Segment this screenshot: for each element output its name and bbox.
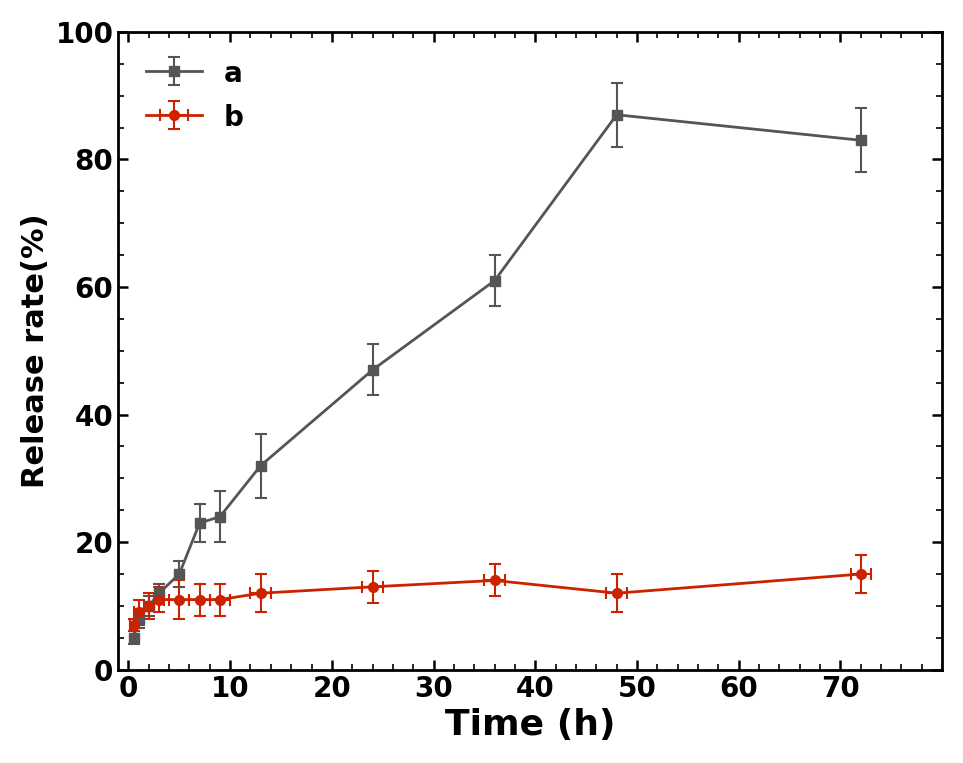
Legend: a, b: a, b [132, 46, 257, 146]
Y-axis label: Release rate(%): Release rate(%) [21, 214, 50, 488]
X-axis label: Time (h): Time (h) [445, 708, 615, 742]
